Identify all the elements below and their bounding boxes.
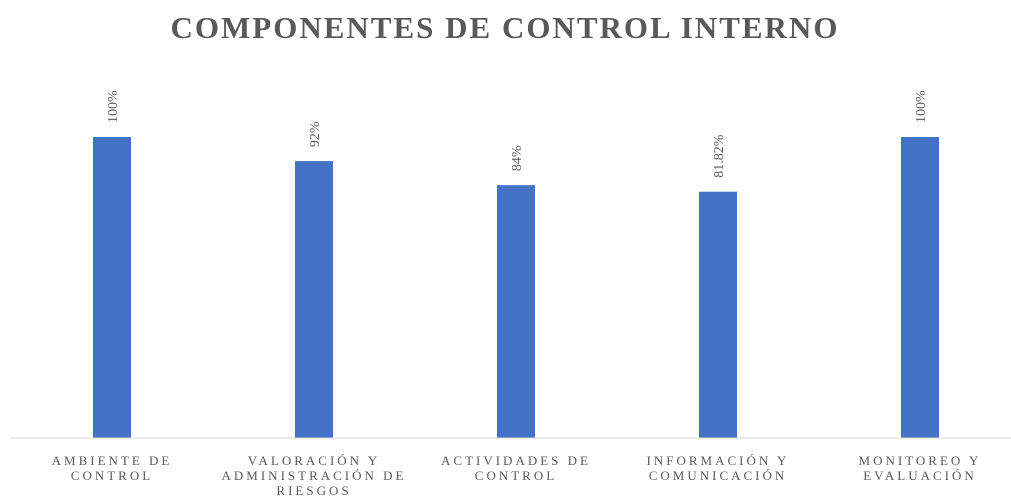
x-tick-label: INFORMACIÓN Y COMUNICACIÓN (646, 453, 790, 483)
chart-title: COMPONENTES DE CONTROL INTERNO (171, 10, 840, 45)
bar (699, 191, 737, 438)
value-label: 84% (510, 145, 525, 171)
x-tick-label: AMBIENTE DE CONTROL (51, 453, 173, 483)
x-tick-label: MONITOREO Y EVALUACIÓN (858, 453, 982, 483)
bar (497, 185, 535, 438)
x-tick-label: ACTIVIDADES DE CONTROL (441, 453, 591, 483)
x-tick-label: VALORACIÓN Y ADMINISTRACIÓN DE RIESGOS (221, 453, 407, 498)
value-label: 100% (914, 90, 929, 123)
value-label: 92% (308, 121, 323, 147)
value-label: 100% (106, 90, 121, 123)
value-label: 81.82% (712, 134, 727, 178)
bar (295, 161, 333, 438)
bar (93, 137, 131, 438)
bar (901, 137, 939, 438)
